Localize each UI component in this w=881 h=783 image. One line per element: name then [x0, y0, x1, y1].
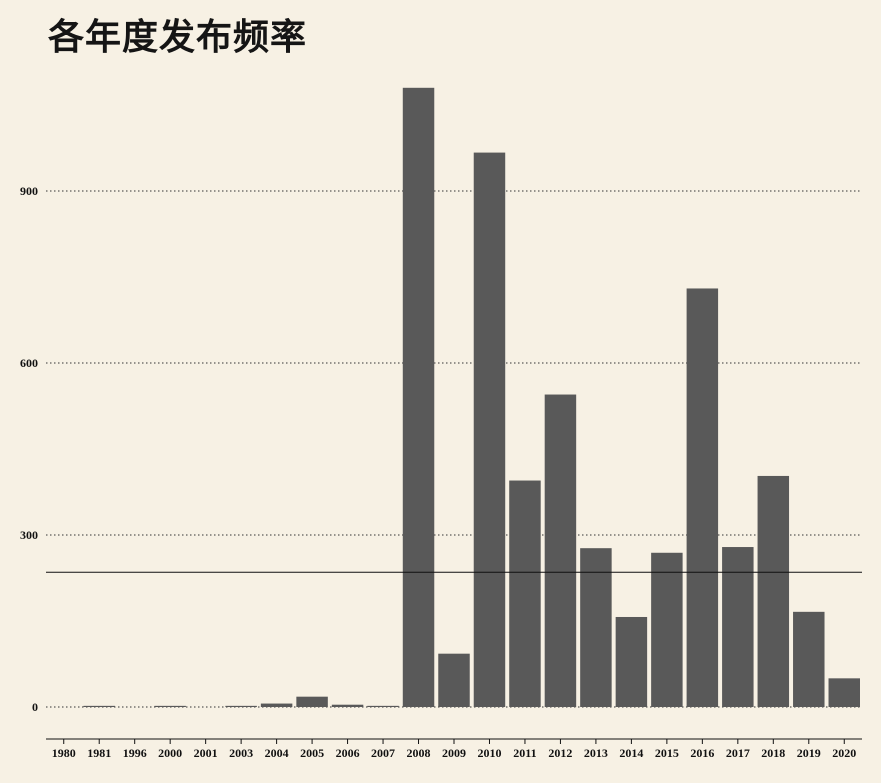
x-tick-label-2004: 2004 — [265, 746, 289, 760]
x-tick-label-1980: 1980 — [52, 746, 76, 760]
bar-2019 — [793, 611, 825, 707]
x-tick-label-2008: 2008 — [407, 746, 431, 760]
x-tick-label-2020: 2020 — [832, 746, 856, 760]
bar-2018 — [757, 475, 790, 707]
x-tick-label-2001: 2001 — [194, 746, 218, 760]
x-tick-label-2003: 2003 — [229, 746, 253, 760]
x-tick-label-2016: 2016 — [690, 746, 714, 760]
x-tick-label-2015: 2015 — [655, 746, 679, 760]
bar-2011 — [509, 480, 541, 707]
bar-2013 — [580, 548, 612, 707]
bar-2000 — [154, 705, 186, 707]
bar-2007 — [367, 705, 399, 707]
x-axis-ticks: 1980 1981 1996 2000 2001 2003 2004 2005 2006 2007… — [52, 739, 856, 760]
bars — [83, 87, 860, 708]
y-tick-label-300: 300 — [20, 528, 38, 542]
x-tick-label-2013: 2013 — [584, 746, 608, 760]
bar-2015 — [651, 552, 683, 707]
x-tick-label-2006: 2006 — [336, 746, 360, 760]
y-tick-label-600: 600 — [20, 356, 38, 370]
bar-2010 — [473, 152, 506, 707]
x-tick-label-2009: 2009 — [442, 746, 466, 760]
bar-1981 — [83, 705, 115, 707]
y-axis-ticks: 0 300 600 900 — [20, 184, 38, 714]
bar-2008 — [402, 87, 435, 708]
x-tick-label-1981: 1981 — [87, 746, 111, 760]
x-tick-label-2018: 2018 — [761, 746, 785, 760]
bar-2020 — [828, 678, 860, 707]
x-tick-label-2017: 2017 — [726, 746, 750, 760]
bar-2004 — [260, 703, 293, 707]
x-tick-label-1996: 1996 — [123, 746, 147, 760]
bar-2003 — [225, 705, 257, 707]
bar-2006 — [331, 704, 364, 707]
bar-2009 — [438, 653, 470, 707]
x-tick-label-2012: 2012 — [548, 746, 572, 760]
x-tick-label-2019: 2019 — [797, 746, 821, 760]
x-tick-label-2005: 2005 — [300, 746, 324, 760]
x-tick-label-2010: 2010 — [477, 746, 501, 760]
x-tick-label-2014: 2014 — [619, 746, 643, 760]
x-tick-label-2000: 2000 — [158, 746, 182, 760]
x-tick-label-2007: 2007 — [371, 746, 395, 760]
y-tick-label-0: 0 — [32, 700, 38, 714]
y-tick-label-900: 900 — [20, 184, 38, 198]
bar-2016 — [686, 288, 719, 707]
bar-2017 — [722, 547, 754, 707]
bar-2014 — [615, 616, 648, 707]
bar-2005 — [296, 696, 328, 707]
x-tick-label-2011: 2011 — [513, 746, 536, 760]
chart-title: 各年度发布频率 — [48, 16, 308, 58]
bar-2012 — [544, 394, 577, 707]
